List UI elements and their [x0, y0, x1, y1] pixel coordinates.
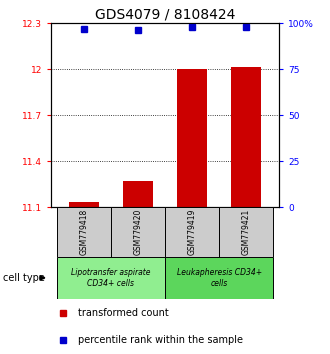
Bar: [69, 202, 99, 207]
Text: GSM779421: GSM779421: [242, 209, 251, 255]
Text: cell type: cell type: [3, 273, 45, 283]
Title: GDS4079 / 8108424: GDS4079 / 8108424: [95, 8, 235, 22]
Bar: [57, 207, 111, 257]
Text: GSM779419: GSM779419: [188, 209, 197, 255]
Text: transformed count: transformed count: [79, 308, 169, 318]
Text: percentile rank within the sample: percentile rank within the sample: [79, 335, 244, 345]
Bar: [165, 207, 219, 257]
Text: GSM779418: GSM779418: [79, 209, 88, 255]
Bar: [165, 257, 273, 299]
Bar: [57, 257, 165, 299]
Bar: [177, 69, 207, 207]
Bar: [231, 68, 261, 207]
Text: Leukapheresis CD34+
cells: Leukapheresis CD34+ cells: [177, 268, 262, 287]
Bar: [219, 207, 273, 257]
Bar: [123, 181, 153, 207]
Text: GSM779420: GSM779420: [133, 209, 142, 255]
Text: Lipotransfer aspirate
CD34+ cells: Lipotransfer aspirate CD34+ cells: [71, 268, 150, 287]
Bar: [111, 207, 165, 257]
